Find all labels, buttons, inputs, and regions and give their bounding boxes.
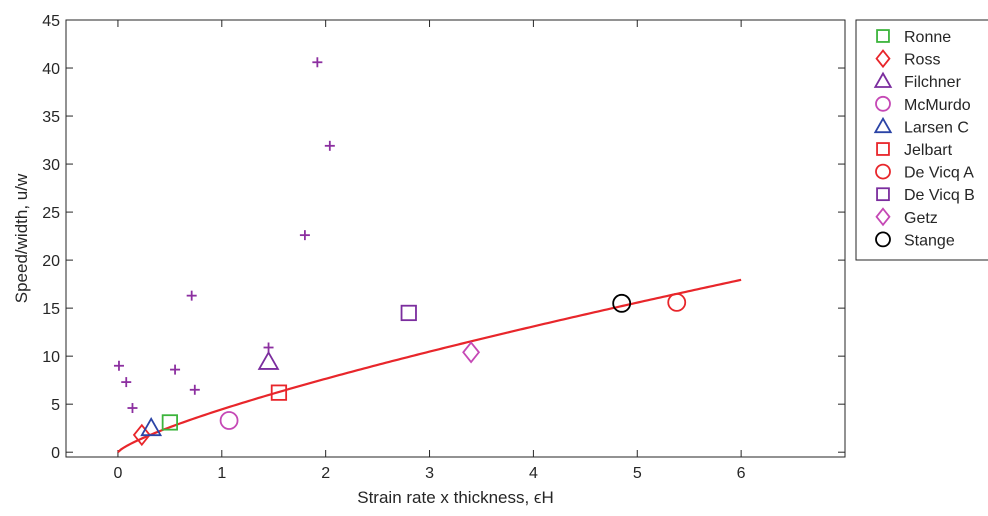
legend-marker-stange bbox=[875, 231, 891, 248]
legend-label: Ronne bbox=[904, 29, 951, 46]
y-tick-label: 30 bbox=[42, 157, 60, 174]
x-tick-label: 4 bbox=[529, 465, 538, 482]
plus-point bbox=[324, 140, 335, 151]
point-filchner bbox=[257, 350, 280, 370]
legend-marker-larsen-c bbox=[873, 116, 893, 134]
y-tick-label: 35 bbox=[42, 109, 60, 126]
x-tick-label: 1 bbox=[217, 465, 226, 482]
y-tick-label: 20 bbox=[42, 253, 60, 270]
y-tick-label: 25 bbox=[42, 205, 60, 222]
x-axis-ticks: 0 1 2 3 4 5 6 bbox=[113, 20, 746, 482]
y-tick-label: 40 bbox=[42, 61, 60, 78]
plus-point bbox=[312, 57, 323, 68]
series-markers-layer bbox=[132, 292, 687, 447]
y-axis-ticks: 0 5 10 15 20 25 30 35 40 45 bbox=[42, 13, 845, 462]
x-tick-label: 3 bbox=[425, 465, 434, 482]
y-tick-label: 15 bbox=[42, 301, 60, 318]
legend-marker-getz bbox=[875, 207, 891, 227]
y-tick-label: 5 bbox=[51, 397, 60, 414]
legend-label: Larsen C bbox=[904, 119, 969, 136]
legend-marker-jelbart bbox=[876, 142, 890, 156]
legend-label: De Vicq B bbox=[904, 187, 975, 204]
legend-marker-de-vicq-a bbox=[875, 163, 891, 180]
fit-curve-layer bbox=[117, 278, 742, 454]
legend-marker-mcmurdo bbox=[875, 95, 891, 112]
point-de-vicq-a bbox=[667, 292, 687, 312]
fit-curve-line bbox=[117, 278, 742, 454]
point-de-vicq-b bbox=[400, 304, 417, 322]
legend-label: De Vicq A bbox=[904, 165, 974, 182]
y-tick-label: 45 bbox=[42, 13, 60, 30]
legend-label: Jelbart bbox=[904, 142, 953, 159]
legend: Ronne Ross Filchner McMurdo Larsen C Jelbart D… bbox=[855, 19, 988, 261]
point-getz bbox=[462, 341, 481, 364]
legend-label: McMurdo bbox=[904, 97, 971, 114]
plus-point bbox=[170, 364, 181, 375]
legend-marker-de-vicq-b bbox=[876, 187, 890, 202]
point-larsen-c bbox=[140, 417, 163, 437]
y-axis-label: Speed/width, u/w bbox=[12, 173, 31, 303]
legend-marker-ross bbox=[875, 49, 891, 69]
plus-point bbox=[189, 384, 200, 395]
plus-point bbox=[113, 360, 124, 371]
x-axis-label: Strain rate x thickness, ϵH bbox=[357, 488, 553, 507]
x-tick-label: 5 bbox=[633, 465, 642, 482]
legend-marker-filchner bbox=[873, 71, 893, 88]
legend-label: Ross bbox=[904, 52, 940, 69]
x-tick-label: 2 bbox=[321, 465, 330, 482]
plus-point bbox=[186, 290, 197, 301]
plot-area bbox=[65, 19, 846, 458]
plus-point bbox=[127, 403, 138, 414]
legend-label: Filchner bbox=[904, 74, 962, 91]
legend-marker-ronne bbox=[876, 29, 890, 43]
x-tick-label: 6 bbox=[737, 465, 746, 482]
legend-label: Stange bbox=[904, 232, 955, 249]
point-mcmurdo bbox=[219, 411, 239, 430]
point-jelbart bbox=[270, 384, 288, 401]
plus-point bbox=[299, 230, 310, 241]
point-stange bbox=[612, 293, 632, 313]
y-tick-label: 0 bbox=[51, 445, 60, 462]
point-ross bbox=[132, 423, 151, 447]
y-tick-label: 10 bbox=[42, 349, 60, 366]
point-ronne bbox=[161, 414, 178, 431]
legend-label: Getz bbox=[904, 210, 938, 227]
x-tick-label: 0 bbox=[113, 465, 122, 482]
plus-markers-layer bbox=[113, 57, 335, 414]
plus-point bbox=[121, 377, 132, 388]
